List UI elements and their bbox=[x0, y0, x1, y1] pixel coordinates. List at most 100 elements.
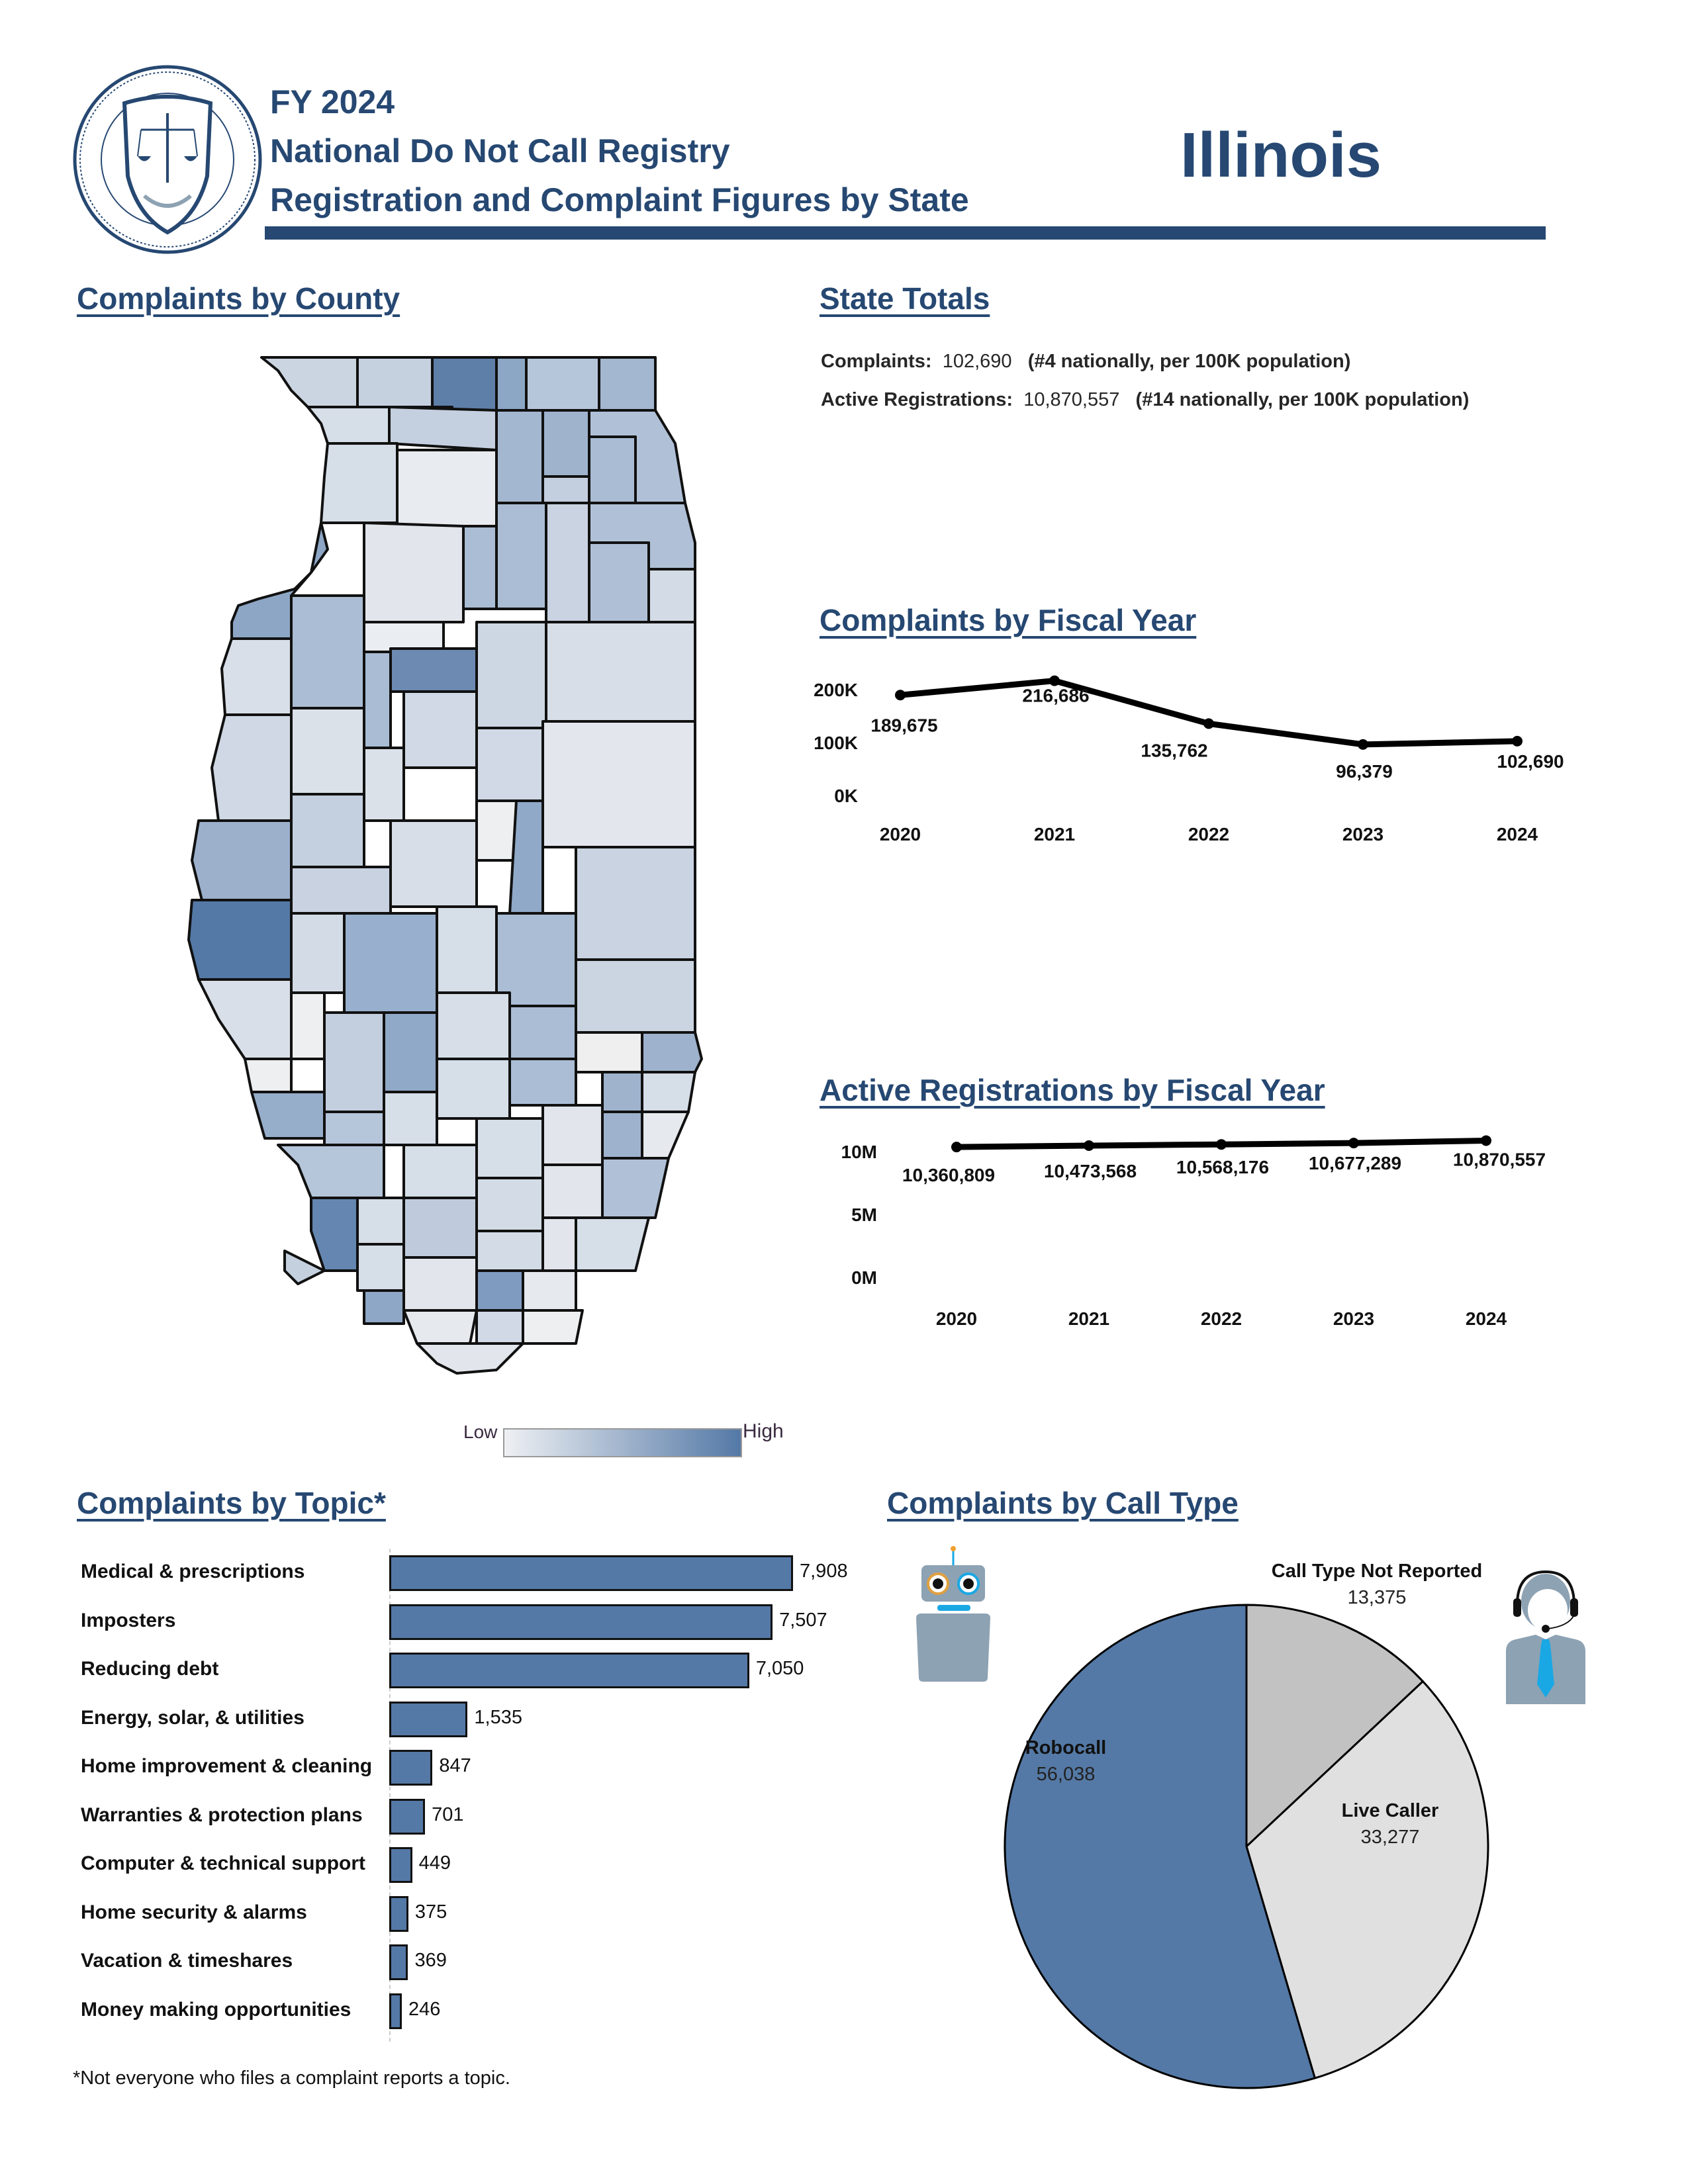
county-region bbox=[260, 356, 359, 408]
county-region bbox=[601, 1157, 670, 1219]
pie-label-not-reported: Call Type Not Reported bbox=[1271, 1561, 1483, 1582]
county-region bbox=[363, 651, 392, 749]
county-region bbox=[283, 1250, 326, 1285]
county-region bbox=[598, 356, 657, 412]
county-region bbox=[601, 1111, 643, 1160]
series-line bbox=[900, 678, 1518, 748]
topic-label: Vacation & timeshares bbox=[81, 1950, 293, 1972]
county-region bbox=[383, 1091, 438, 1146]
x-tick-label: 2021 bbox=[1034, 824, 1075, 844]
data-label: 102,690 bbox=[1497, 751, 1564, 772]
fiscal-year-heading: FY 2024 bbox=[270, 83, 395, 120]
pie-value-not-reported: 13,375 bbox=[1347, 1587, 1407, 1608]
data-label: 10,360,809 bbox=[902, 1165, 995, 1185]
y-tick-label: 200K bbox=[814, 680, 858, 700]
county-region bbox=[250, 1091, 326, 1140]
topic-label: Warranties & protection plans bbox=[81, 1803, 363, 1826]
map-legend-low-label: Low bbox=[463, 1422, 498, 1442]
x-tick-label: 2022 bbox=[1201, 1308, 1242, 1329]
county-region bbox=[575, 846, 696, 961]
county-region bbox=[230, 522, 329, 640]
topic-bar bbox=[389, 1653, 749, 1688]
pie-value-live-caller: 33,277 bbox=[1361, 1827, 1420, 1848]
topic-value-label: 369 bbox=[414, 1950, 447, 1971]
county-region bbox=[356, 1197, 405, 1246]
pie-slice-live-caller bbox=[1245, 1680, 1489, 2079]
topic-label: Home security & alarms bbox=[81, 1901, 307, 1923]
county-region bbox=[187, 899, 293, 981]
county-region bbox=[475, 1309, 524, 1345]
headset-agent-icon bbox=[1503, 1565, 1589, 1704]
topic-value-label: 7,908 bbox=[800, 1561, 848, 1582]
county-region bbox=[475, 1177, 544, 1232]
y-tick-label: 0M bbox=[851, 1267, 877, 1288]
registrations-total-label: Active Registrations: bbox=[821, 389, 1013, 410]
data-point bbox=[895, 690, 906, 701]
data-label: 10,870,557 bbox=[1453, 1149, 1546, 1169]
county-region bbox=[545, 621, 696, 723]
registrations-total-value: 10,870,557 bbox=[1023, 389, 1120, 410]
pie-slice-not-reported bbox=[1245, 1604, 1424, 1848]
county-region bbox=[416, 1342, 524, 1375]
complaints-total-label: Complaints: bbox=[821, 351, 932, 372]
county-region bbox=[431, 356, 498, 412]
data-point bbox=[951, 1142, 962, 1153]
data-point bbox=[1049, 675, 1060, 686]
topic-label: Energy, solar, & utilities bbox=[81, 1706, 305, 1729]
county-region bbox=[290, 991, 326, 1060]
robot-icon bbox=[914, 1545, 993, 1684]
x-tick-label: 2024 bbox=[1466, 1308, 1507, 1329]
county-region bbox=[290, 912, 346, 994]
county-region bbox=[495, 356, 528, 412]
registrations-by-fy-chart: 0M 5M 10M 2020 2021 2022 2023 2024 10,360,809 10,… bbox=[841, 1135, 1546, 1329]
county-region bbox=[310, 1197, 359, 1272]
topic-bar bbox=[389, 1895, 408, 1932]
county-region bbox=[522, 1269, 577, 1312]
county-region bbox=[575, 1216, 650, 1272]
county-region bbox=[290, 594, 365, 709]
topic-bar bbox=[389, 1993, 402, 2029]
county-region bbox=[575, 958, 696, 1034]
topic-axis-line bbox=[389, 1549, 391, 2042]
header-divider bbox=[265, 226, 1546, 240]
y-tick-label: 100K bbox=[814, 733, 858, 753]
x-tick-label: 2020 bbox=[880, 824, 921, 844]
x-tick-label: 2021 bbox=[1068, 1308, 1109, 1329]
topic-value-label: 7,050 bbox=[755, 1658, 804, 1679]
county-region bbox=[356, 356, 434, 408]
topic-value-label: 449 bbox=[418, 1852, 451, 1874]
complaints-total-line: Complaints: 102,690 (#4 nationally, per … bbox=[821, 351, 1350, 373]
pie-label-live-caller: Live Caller bbox=[1342, 1800, 1439, 1821]
complaints-by-fy-title: Complaints by Fiscal Year bbox=[820, 603, 1197, 637]
county-region bbox=[647, 568, 696, 623]
county-region bbox=[396, 449, 498, 527]
data-label: 10,473,568 bbox=[1044, 1161, 1137, 1181]
county-region bbox=[389, 819, 478, 908]
complaints-national-rank: (#4 nationally, per 100K population) bbox=[1027, 351, 1351, 372]
topic-chart-title: Complaints by Topic* bbox=[77, 1486, 386, 1520]
county-region bbox=[402, 1144, 478, 1199]
county-region bbox=[197, 978, 293, 1060]
data-point bbox=[1203, 718, 1214, 729]
county-region bbox=[588, 435, 637, 504]
county-region bbox=[402, 690, 478, 769]
county-region bbox=[220, 637, 293, 716]
data-label: 135,762 bbox=[1141, 740, 1207, 760]
topic-value-label: 375 bbox=[414, 1901, 447, 1923]
county-region bbox=[191, 819, 293, 901]
topic-label: Home improvement & cleaning bbox=[81, 1755, 373, 1777]
report-subtitle: Registration and Complaint Figures by St… bbox=[270, 181, 969, 218]
county-region bbox=[290, 866, 392, 915]
county-region bbox=[320, 442, 399, 524]
topic-bar bbox=[389, 1701, 468, 1737]
map-legend-high-label: High bbox=[743, 1420, 784, 1442]
x-tick-label: 2023 bbox=[1342, 824, 1383, 844]
county-region bbox=[323, 1011, 385, 1113]
county-map-title: Complaints by County bbox=[77, 281, 400, 316]
data-label: 96,379 bbox=[1336, 761, 1393, 782]
county-region bbox=[541, 720, 696, 848]
registry-name-heading: National Do Not Call Registry bbox=[270, 132, 730, 169]
data-point bbox=[1216, 1139, 1227, 1150]
county-region bbox=[290, 793, 365, 868]
county-region bbox=[383, 1011, 438, 1093]
